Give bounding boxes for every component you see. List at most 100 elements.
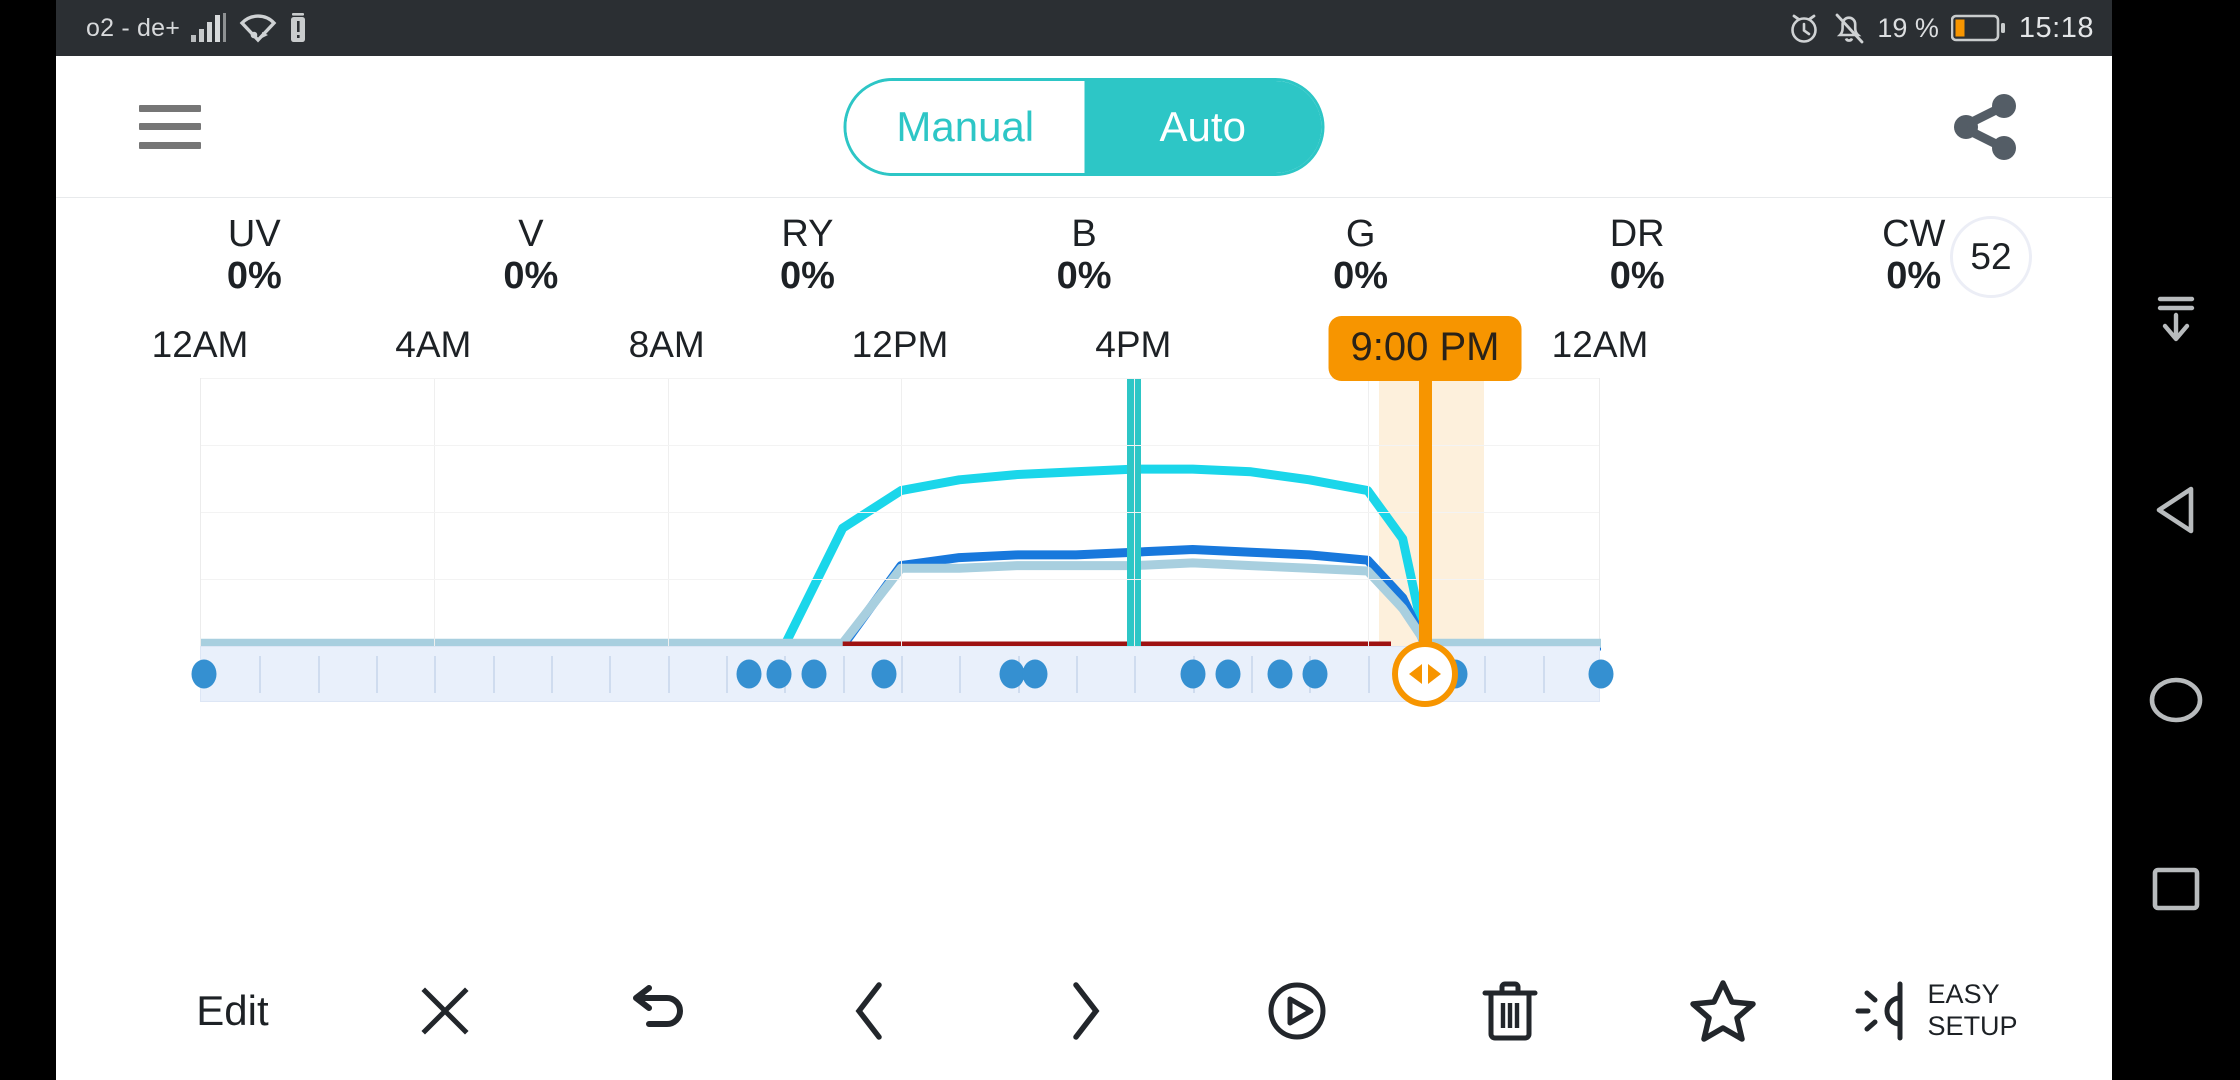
channel-value: 0% (503, 255, 559, 298)
timeline-tick (434, 656, 437, 693)
star-outline-icon (1689, 980, 1756, 1042)
grid-line-horizontal (201, 445, 1599, 446)
mode-toggle[interactable]: Manual Auto (843, 77, 1325, 176)
back-button[interactable] (2112, 415, 2240, 605)
bottom-toolbar: Edit (56, 942, 2112, 1080)
timeline-tick (842, 656, 845, 693)
channel-name: CW (1882, 213, 1946, 256)
timeline-tick (1367, 656, 1370, 693)
schedule-chart: 12AM4AM8AM12PM4PM8PM12AM 9:00 PM (56, 316, 2112, 796)
timeline-point-marker[interactable] (1180, 659, 1206, 689)
cursor-drag-handle[interactable] (1392, 641, 1458, 707)
timeline-tick (317, 656, 320, 693)
cursor-time-tooltip: 9:00 PM (1328, 316, 1522, 381)
grid-line-horizontal (201, 378, 1599, 379)
timeline-point-marker[interactable] (871, 659, 896, 689)
channel-name: B (1071, 213, 1097, 256)
tab-manual[interactable]: Manual (846, 80, 1084, 173)
tab-auto[interactable]: Auto (1084, 80, 1322, 173)
chevron-left-icon (855, 982, 882, 1040)
timeline-tick (667, 656, 670, 693)
timeline-point-marker[interactable] (1302, 659, 1328, 689)
timeline-tick (551, 656, 553, 693)
channel-g: G 0% (1222, 213, 1499, 299)
channel-value: 0% (1333, 255, 1389, 298)
battery-percent-label: 19 % (1877, 12, 1939, 43)
status-clock: 15:18 (2018, 11, 2094, 44)
recents-button[interactable] (2112, 795, 2240, 985)
next-button[interactable] (978, 979, 1191, 1043)
close-button[interactable] (339, 983, 552, 1039)
square-icon (2152, 867, 2200, 911)
triangle-left-icon (2156, 486, 2194, 534)
timeline-tick (1076, 656, 1078, 693)
channel-b: B 0% (946, 213, 1223, 299)
timeline-track[interactable] (191, 646, 1614, 702)
channel-uv: UV 0% (116, 213, 393, 299)
favorite-button[interactable] (1616, 978, 1829, 1044)
previous-button[interactable] (765, 979, 978, 1043)
timeline-point-marker[interactable] (999, 659, 1025, 689)
bezel-left (0, 0, 56, 1080)
hamburger-menu-icon[interactable] (139, 104, 201, 149)
channel-cw: CW 0% (1775, 213, 2052, 299)
timeline-point-marker[interactable] (1588, 659, 1614, 689)
timeline-point-marker[interactable] (1215, 659, 1241, 689)
timeline-point-marker[interactable] (191, 659, 217, 689)
delete-button[interactable] (1403, 979, 1616, 1043)
channel-ry: RY 0% (669, 214, 946, 299)
timeline-point-marker[interactable] (1022, 659, 1048, 689)
x-axis-tick-label: 4AM (395, 324, 472, 365)
timeline-tick (959, 656, 962, 693)
timeline-tick (1251, 656, 1253, 693)
channel-value: 0% (1056, 255, 1112, 298)
channel-dr: DR 0% (1499, 214, 1776, 299)
hide-navbar-button[interactable] (2112, 225, 2240, 415)
timeline-tick (1134, 656, 1137, 693)
home-button[interactable] (2112, 605, 2240, 795)
timeline-point-marker[interactable] (801, 659, 826, 689)
x-axis-tick-label: 12AM (151, 324, 249, 365)
undo-button[interactable] (552, 982, 765, 1040)
timeline-tick (259, 656, 262, 693)
channel-v: V 0% (393, 214, 670, 299)
plot-area[interactable] (200, 378, 1601, 684)
channel-value: 0% (779, 255, 835, 298)
wifi-icon (238, 13, 278, 43)
timeline-tick (609, 656, 612, 693)
arrow-down-bar-icon (2157, 296, 2195, 342)
channel-readout-row: UV 0% V 0% RY 0% B 0% G 0% DR 0% (56, 198, 2112, 316)
intensity-badge[interactable]: 52 (1950, 216, 2032, 298)
timeline-tick (1484, 656, 1487, 693)
timeline-tick (901, 656, 903, 693)
timeline-point-marker[interactable] (736, 659, 762, 689)
easy-setup-button[interactable]: EASY SETUP (1829, 979, 2042, 1043)
app-top-bar: Manual Auto (56, 56, 2112, 198)
timeline-point-marker[interactable] (1267, 659, 1293, 689)
chevron-right-icon (1073, 982, 1100, 1040)
x-axis-tick-label: 4PM (1095, 324, 1172, 365)
alarm-clock-icon (1787, 11, 1821, 45)
app-content: Manual Auto UV 0% V 0% (56, 56, 2112, 1080)
timeline-tick (376, 656, 378, 693)
edit-label[interactable]: Edit (196, 987, 269, 1034)
channel-name: UV (227, 213, 281, 256)
sim-alert-icon (288, 12, 308, 44)
carrier-label: o2 - de+ (86, 13, 181, 42)
close-x-icon (421, 987, 469, 1035)
play-circle-icon (1268, 982, 1326, 1040)
easy-setup-line2: SETUP (1927, 1011, 2018, 1041)
bell-off-icon (1833, 11, 1865, 45)
channel-value: 0% (226, 255, 282, 298)
share-icon[interactable] (1948, 90, 2022, 164)
timeline-tick (492, 656, 495, 693)
trash-icon (1482, 981, 1538, 1041)
undo-arrow-icon (633, 985, 684, 1027)
x-axis-tick-label: 12AM (1551, 324, 1649, 365)
play-button[interactable] (1190, 979, 1403, 1043)
x-axis-labels: 12AM4AM8AM12PM4PM8PM12AM (56, 316, 2112, 378)
grid-line-horizontal (201, 512, 1599, 513)
channel-name: G (1345, 213, 1376, 256)
timeline-point-marker[interactable] (766, 659, 791, 689)
